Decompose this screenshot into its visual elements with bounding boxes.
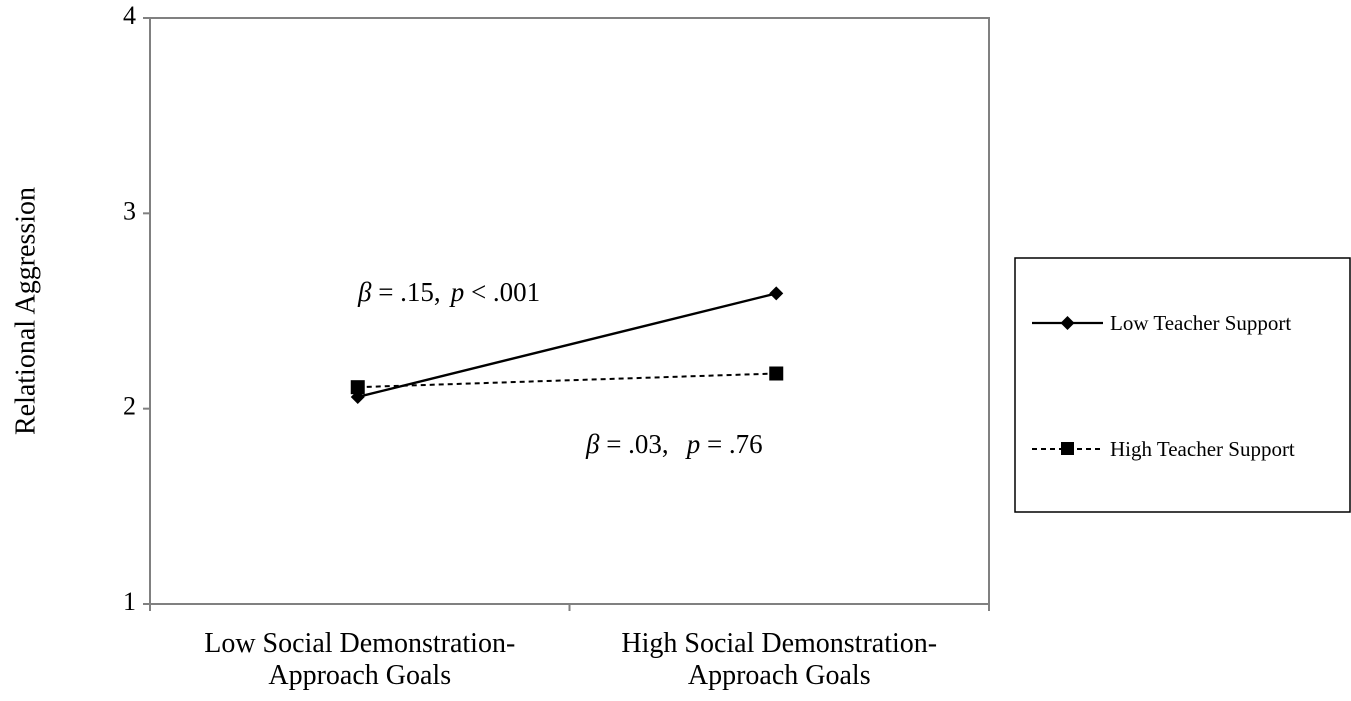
data-point-diamond [769,286,784,301]
plot-area [149,17,990,605]
data-point-square [350,380,365,395]
y-tick-label: 4 [123,1,136,30]
x-category-label-line: Low Social Demonstration- [204,628,515,659]
annotation-beta-symbol: β [357,277,372,307]
annotation-p-symbol: p [449,277,465,307]
annotation-beta-value: = .15, [371,277,440,307]
annotation-p-symbol: p [685,429,701,459]
y-tick-label: 3 [123,196,136,225]
legend-label-low-support: Low Teacher Support [1110,311,1291,335]
legend-diamond-marker [1060,316,1075,330]
annotation-p-value: < .001 [464,277,540,307]
data-point-diamond [350,389,365,404]
annotation-p-value: = .76 [700,429,762,459]
x-category-label: Low Social Demonstration-Approach Goals [204,628,515,691]
data-point-square [769,366,784,381]
y-tick-label: 1 [123,587,136,616]
annotation-high-support: β = .03, p = .76 [585,429,763,459]
legend-box [1014,257,1351,513]
y-tick-label: 2 [123,392,136,421]
legend-square-marker [1061,442,1074,455]
x-category-label-line: Approach Goals [268,660,451,691]
legend-label-high-support: High Teacher Support [1110,437,1295,461]
x-category-label-line: High Social Demonstration- [621,628,937,659]
annotation-beta-value: = .03, [599,429,668,459]
annotation-beta-symbol: β [585,429,600,459]
annotation-low-support: β = .15, p < .001 [357,277,540,307]
x-category-label: High Social Demonstration-Approach Goals [621,628,937,691]
series-line-low-teacher-support [357,292,777,399]
x-category-label-line: Approach Goals [688,660,871,691]
y-axis-title: Relational Aggression [10,187,41,435]
series-line-high-teacher-support [357,372,777,389]
legend: Low Teacher Support High Teacher Support [1014,257,1351,513]
